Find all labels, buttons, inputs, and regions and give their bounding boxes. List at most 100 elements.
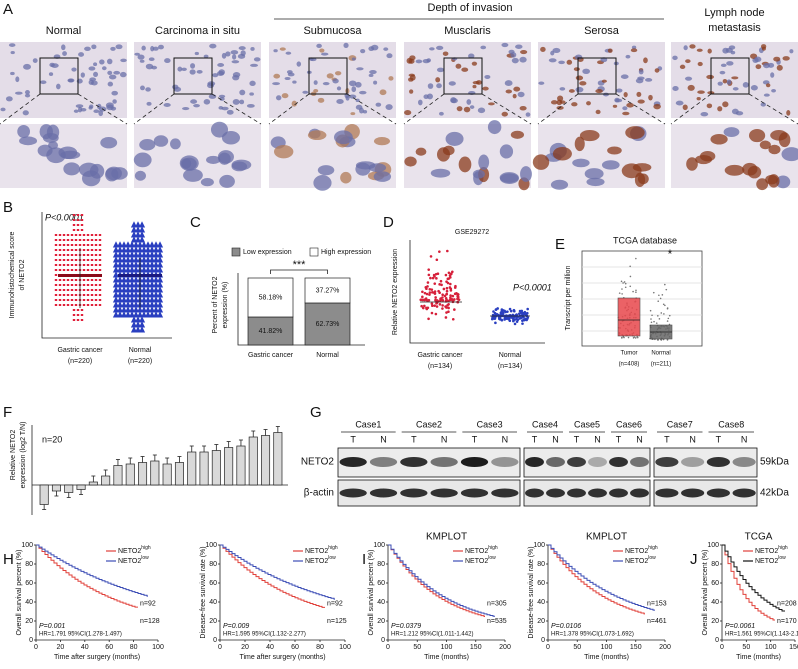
axis-title: Relative NETO2 (10, 430, 17, 481)
legend-sup: high (778, 545, 788, 551)
scatter-point (427, 268, 431, 271)
x-tick-label: 40 (266, 644, 274, 651)
cell (193, 104, 200, 108)
column-header: metastasis (708, 22, 761, 34)
cell (98, 110, 104, 117)
cell (89, 77, 97, 82)
cell (15, 76, 20, 83)
band (567, 488, 586, 498)
band (588, 457, 607, 467)
scatter-point (433, 292, 437, 295)
y-tick-label: 80 (711, 561, 719, 568)
cell (436, 45, 444, 51)
jitter-point (668, 314, 671, 317)
scatter-point (152, 286, 160, 293)
case-label: Case3 (477, 419, 503, 429)
jitter-point (635, 291, 637, 294)
y-tick-label: 0 (715, 637, 719, 644)
cell (226, 109, 234, 115)
value-label: 58.18% (259, 294, 283, 301)
jitter-point (660, 339, 663, 341)
cell (285, 51, 292, 55)
scatter-point (144, 246, 152, 253)
cell (707, 48, 712, 54)
zoom-line (133, 93, 175, 125)
cell (775, 175, 791, 189)
scatter-point (140, 291, 148, 298)
cell (358, 107, 364, 114)
scatter-point (504, 314, 508, 317)
y-tick-label: 60 (209, 580, 217, 587)
scatter-point (120, 246, 128, 253)
cell (456, 106, 463, 112)
tissue-image (671, 42, 798, 118)
cell (231, 60, 240, 64)
scatter-point (144, 291, 152, 298)
lane-label: T (532, 434, 538, 444)
cell (765, 83, 771, 88)
cell (40, 80, 47, 85)
cell (686, 157, 698, 171)
y-tick-label: 40 (537, 599, 545, 606)
y-tick-label: 0 (213, 637, 217, 644)
scatter-point (426, 285, 429, 288)
box (617, 297, 641, 337)
tissue-image (538, 42, 665, 118)
axis-title: Overall survival percent (%) (702, 550, 709, 636)
x-tick-label: 0 (386, 644, 390, 651)
cell (375, 102, 382, 107)
scatter-point (134, 231, 142, 238)
jitter-point (658, 318, 661, 320)
scatter-point (148, 256, 156, 263)
cell (550, 179, 569, 190)
scatter-point (152, 256, 160, 263)
scatter-point (438, 283, 441, 286)
scatter-point (148, 286, 156, 293)
scatter-point (138, 316, 146, 323)
band (430, 488, 458, 498)
cell (209, 43, 217, 49)
scatter-point (120, 301, 128, 308)
bar (174, 462, 184, 486)
category-label: (n=211) (651, 362, 671, 368)
scatter-point (144, 251, 152, 258)
panel-label: H (3, 551, 14, 568)
significance: *** (293, 259, 307, 271)
cell (355, 98, 360, 103)
cell (319, 48, 325, 53)
cell (56, 83, 61, 90)
scatter-point (128, 256, 136, 263)
axis-title: of NETO2 (19, 259, 26, 290)
jitter-point (658, 294, 660, 297)
scatter-point (520, 309, 524, 313)
cell (504, 80, 513, 87)
case-label: Case8 (718, 419, 744, 429)
bar (187, 451, 197, 486)
cell (719, 70, 726, 75)
cell (334, 71, 342, 76)
cell (23, 63, 32, 70)
scatter-point (136, 311, 144, 318)
cell (773, 56, 781, 62)
scatter-point (148, 261, 156, 268)
legend-label: NETO2low (118, 555, 149, 565)
scatter-point (130, 221, 138, 228)
cell (501, 42, 509, 48)
bar (51, 484, 61, 492)
cell (177, 66, 183, 72)
scatter-point (513, 309, 516, 313)
y-tick-label: 0 (381, 637, 385, 644)
x-tick-label: 150 (630, 644, 642, 651)
cell (107, 81, 114, 87)
scatter-point (140, 286, 148, 293)
cell (32, 58, 38, 63)
band (546, 457, 565, 467)
bar (248, 436, 258, 486)
legend-label: NETO2high (755, 545, 788, 555)
cell (71, 67, 77, 72)
hazard-ratio: HR=1.212 95%CI(1.011-1.442) (391, 632, 473, 638)
cell (212, 73, 219, 78)
scatter-point (504, 317, 508, 320)
cell (717, 106, 723, 112)
cell (632, 163, 652, 172)
